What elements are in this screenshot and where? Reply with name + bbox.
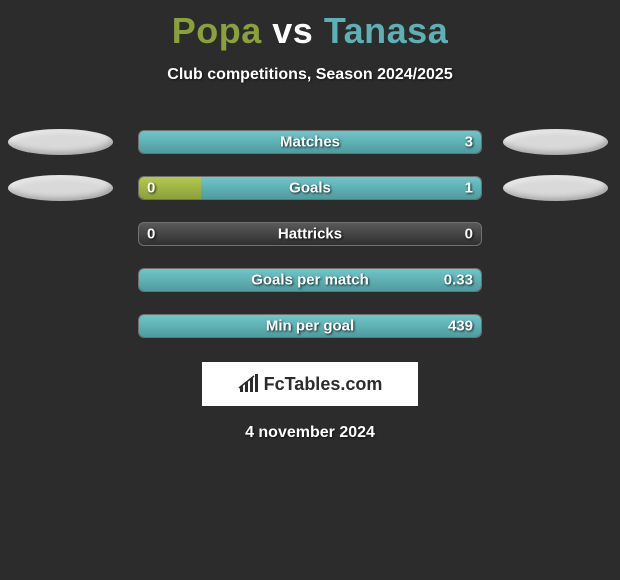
stat-rows: 3 Matches 0 1 Goals 0 0 Hattricks 0.33 Goals per …	[0, 130, 620, 338]
ellipse-left	[8, 129, 113, 155]
stat-row: 439 Min per goal	[0, 314, 620, 338]
stat-row: 0 0 Hattricks	[0, 222, 620, 246]
page-title: Popa vs Tanasa	[0, 0, 620, 52]
right-value: 0	[465, 226, 473, 243]
date-text: 4 november 2024	[0, 424, 620, 442]
subtitle: Club competitions, Season 2024/2025	[0, 66, 620, 84]
bar-label: Min per goal	[266, 318, 354, 335]
player1-name: Popa	[172, 10, 262, 51]
right-value: 439	[448, 318, 473, 335]
player2-name: Tanasa	[324, 10, 448, 51]
stat-row: 3 Matches	[0, 130, 620, 154]
bar-track: 0 0 Hattricks	[138, 222, 482, 246]
right-value: 0.33	[444, 272, 473, 289]
ellipse-right	[503, 129, 608, 155]
brand-box[interactable]: FcTables.com	[202, 362, 418, 406]
bar-label: Goals per match	[251, 272, 369, 289]
bar-track: 439 Min per goal	[138, 314, 482, 338]
bar-label: Hattricks	[278, 226, 342, 243]
right-value: 3	[465, 134, 473, 151]
right-value: 1	[465, 180, 473, 197]
ellipse-left	[8, 175, 113, 201]
brand-text: FcTables.com	[264, 374, 383, 395]
left-value: 0	[147, 180, 155, 197]
stat-row: 0.33 Goals per match	[0, 268, 620, 292]
stat-row: 0 1 Goals	[0, 176, 620, 200]
bar-track: 0 1 Goals	[138, 176, 482, 200]
ellipse-right	[503, 175, 608, 201]
bar-right-fill	[201, 177, 481, 199]
bars-chart-icon	[238, 374, 260, 394]
vs-text: vs	[262, 10, 324, 51]
left-value: 0	[147, 226, 155, 243]
bar-label: Matches	[280, 134, 340, 151]
bar-label: Goals	[289, 180, 331, 197]
bar-track: 0.33 Goals per match	[138, 268, 482, 292]
bar-track: 3 Matches	[138, 130, 482, 154]
